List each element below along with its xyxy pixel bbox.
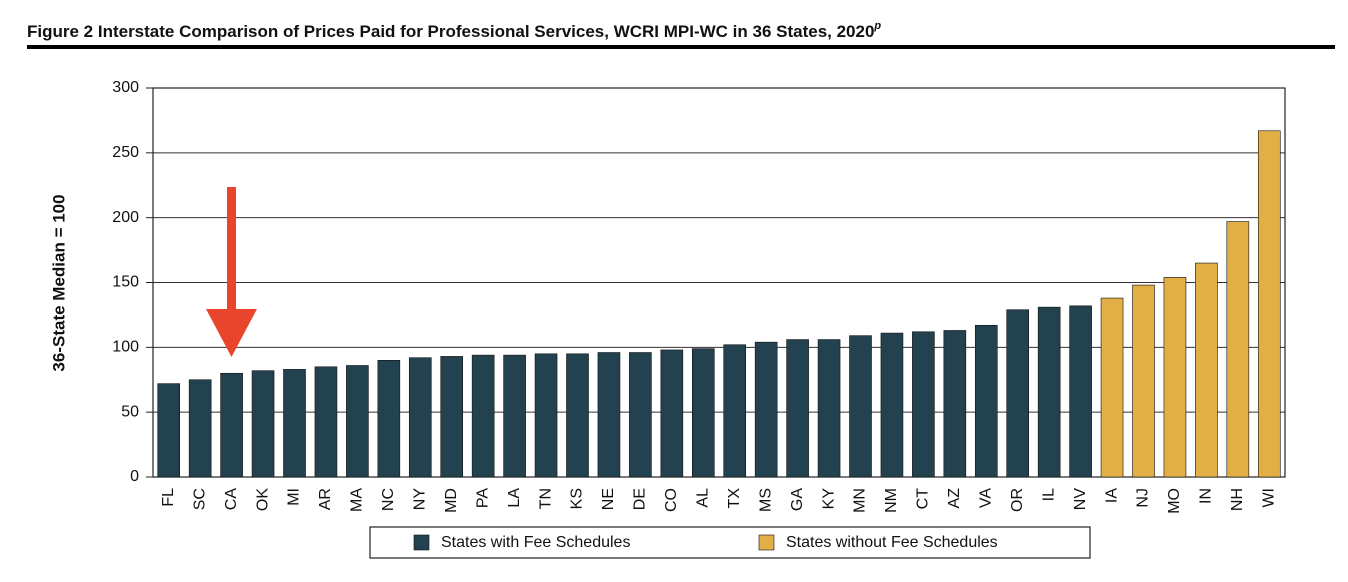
bar bbox=[849, 335, 872, 478]
bar bbox=[251, 370, 275, 478]
x-tick-label: MS bbox=[757, 488, 774, 512]
x-tick-label: AZ bbox=[946, 488, 963, 509]
x-tick-label: MO bbox=[1166, 488, 1183, 514]
bar bbox=[660, 349, 684, 478]
bar bbox=[503, 354, 526, 478]
bar bbox=[912, 331, 935, 478]
bar bbox=[786, 339, 809, 478]
x-tick-label: KY bbox=[820, 488, 837, 510]
x-tick-label: WI bbox=[1260, 488, 1277, 508]
bar bbox=[1226, 221, 1250, 478]
bar bbox=[1132, 284, 1155, 478]
x-tick-label: NE bbox=[600, 488, 617, 510]
x-tick-label: SC bbox=[191, 488, 208, 510]
bar bbox=[597, 352, 621, 478]
x-tick-label: PA bbox=[474, 488, 491, 508]
chart-title: Figure 2 Interstate Comparison of Prices… bbox=[27, 20, 881, 42]
bar bbox=[1069, 305, 1092, 478]
bar bbox=[157, 383, 181, 478]
bar bbox=[346, 365, 369, 478]
x-tick-label: CO bbox=[663, 488, 680, 512]
title-superscript: p bbox=[873, 20, 881, 32]
bar bbox=[974, 324, 998, 478]
x-tick-label: AL bbox=[694, 488, 711, 508]
x-tick-label: IL bbox=[1040, 488, 1057, 501]
x-tick-label: FL bbox=[160, 488, 177, 507]
x-tick-label: NC bbox=[380, 488, 397, 511]
bar bbox=[283, 369, 306, 478]
bar bbox=[1006, 309, 1030, 478]
x-tick-label: LA bbox=[506, 488, 523, 508]
y-tick-label: 250 bbox=[112, 144, 139, 161]
bar bbox=[723, 344, 747, 478]
x-tick-label: VA bbox=[977, 488, 994, 508]
bar bbox=[880, 332, 904, 478]
title-text: Figure 2 Interstate Comparison of Prices… bbox=[27, 22, 874, 41]
bar bbox=[1100, 297, 1124, 478]
y-tick-label: 200 bbox=[112, 209, 139, 226]
x-tick-label: CA bbox=[223, 488, 240, 511]
legend-swatch bbox=[413, 534, 430, 551]
legend-label: States without Fee Schedules bbox=[786, 534, 998, 551]
bar bbox=[691, 348, 715, 478]
bar bbox=[471, 354, 495, 478]
y-axis-label: 36-State Median = 100 bbox=[49, 194, 68, 371]
x-tick-label: MA bbox=[349, 488, 366, 512]
bar bbox=[220, 372, 243, 478]
x-tick-label: TN bbox=[537, 488, 554, 509]
x-tick-label: OR bbox=[1009, 488, 1026, 512]
bar bbox=[1163, 277, 1187, 478]
x-tick-label: NV bbox=[1072, 488, 1089, 511]
bar bbox=[377, 359, 401, 478]
bar bbox=[1195, 262, 1218, 478]
legend-box bbox=[369, 526, 1091, 559]
legend-label: States with Fee Schedules bbox=[441, 534, 630, 551]
x-tick-label: NY bbox=[411, 488, 428, 511]
x-tick-label: TX bbox=[726, 488, 743, 509]
x-tick-label: OK bbox=[254, 488, 271, 511]
x-tick-label: KS bbox=[569, 488, 586, 509]
x-tick-label: NJ bbox=[1135, 488, 1152, 508]
y-tick-label: 300 bbox=[112, 79, 139, 96]
bar bbox=[1257, 130, 1281, 478]
bar bbox=[943, 330, 967, 478]
x-tick-label: MD bbox=[443, 488, 460, 513]
x-tick-label: NH bbox=[1229, 488, 1246, 511]
bar bbox=[188, 379, 212, 478]
bar bbox=[629, 352, 652, 478]
x-tick-label: DE bbox=[632, 488, 649, 510]
x-tick-label: AR bbox=[317, 488, 334, 510]
x-tick-label: IA bbox=[1103, 488, 1120, 503]
y-tick-label: 150 bbox=[112, 274, 139, 291]
x-tick-label: MN bbox=[852, 488, 869, 513]
x-tick-label: NM bbox=[883, 488, 900, 513]
legend-swatch bbox=[758, 534, 775, 551]
x-tick-label: CT bbox=[915, 488, 932, 510]
bar bbox=[754, 341, 778, 478]
y-tick-label: 50 bbox=[121, 403, 139, 420]
x-tick-label: GA bbox=[789, 488, 806, 511]
x-tick-label: MI bbox=[286, 488, 303, 506]
bar bbox=[1037, 306, 1061, 478]
bar bbox=[440, 356, 464, 478]
bar bbox=[817, 339, 841, 478]
y-tick-label: 0 bbox=[130, 468, 139, 485]
arrow-annotation bbox=[206, 187, 257, 357]
y-tick-label: 100 bbox=[112, 339, 139, 356]
bar bbox=[534, 353, 558, 478]
plot-frame bbox=[152, 87, 1286, 478]
bar bbox=[408, 357, 432, 478]
x-tick-label: IN bbox=[1198, 488, 1215, 504]
bar bbox=[566, 353, 589, 478]
bar bbox=[314, 366, 338, 478]
